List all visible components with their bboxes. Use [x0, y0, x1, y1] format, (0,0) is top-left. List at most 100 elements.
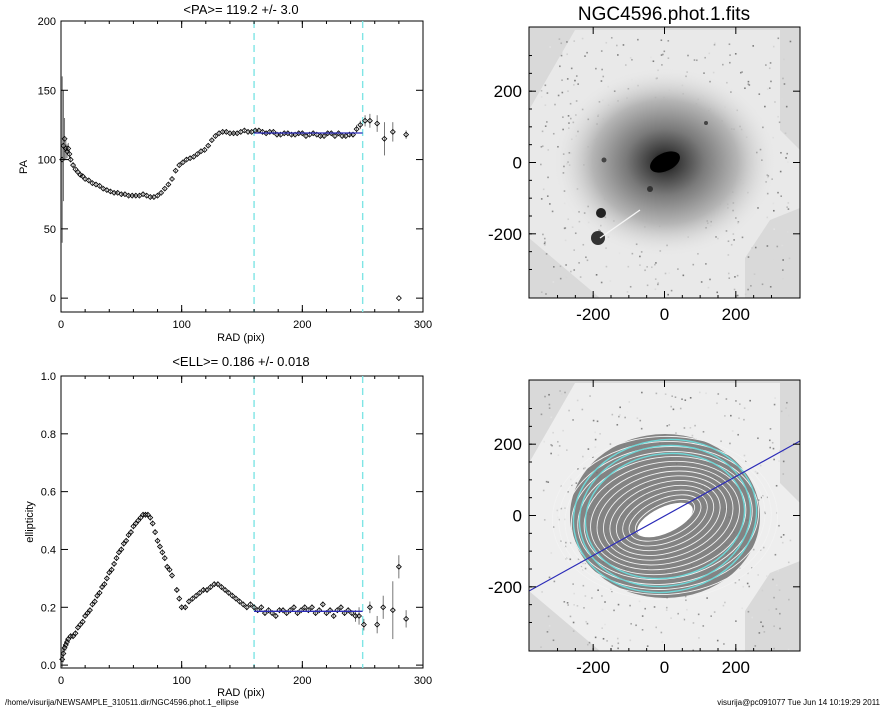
ellipticity-data-point	[356, 612, 363, 619]
pa-data-point	[381, 135, 388, 142]
pa-y-axis-label: PA	[18, 159, 30, 174]
ellipticity-data-point	[243, 604, 250, 611]
ellipticity-data-point	[319, 601, 326, 608]
ellipticity-data-point	[59, 656, 66, 663]
ellipticity-data-markers	[59, 376, 410, 668]
pa-data-point	[61, 135, 68, 142]
ellipticity-y-tick-label: 1.0	[41, 371, 56, 383]
isophote-contour	[551, 435, 779, 601]
pa-x-tick-label: 200	[293, 319, 311, 331]
ellipticity-data-point	[290, 604, 297, 611]
ellipticity-data-point	[147, 514, 154, 521]
ellipticity-data-point	[330, 612, 337, 619]
ellipticity-data-point	[61, 644, 68, 651]
contour-image-x-tick-label: 200	[722, 658, 750, 677]
pa-data-point	[208, 137, 215, 144]
ellipticity-data-point	[118, 546, 125, 553]
isophote-contour	[583, 460, 747, 576]
ellipticity-data-point	[309, 604, 315, 611]
isophote-contour	[564, 446, 766, 590]
galaxy-image-title: NGC4596.phot.1.fits	[578, 4, 750, 25]
ellipticity-data-point	[218, 584, 225, 591]
ellipticity-data-point	[380, 604, 387, 611]
pa-data-point	[165, 181, 172, 188]
pa-data-point	[158, 189, 165, 196]
galaxy-image-y-tick-label: 200	[494, 82, 522, 101]
pa-data-point	[85, 177, 92, 184]
ellipticity-data-point	[169, 572, 175, 579]
pa-data-point	[179, 159, 186, 166]
ellipticity-x-tick-label: 0	[58, 675, 64, 687]
pa-data-point	[169, 176, 175, 182]
galaxy-image-x-tick-label: 0	[660, 305, 669, 324]
galaxy-image-y-tick-label: 0	[513, 154, 522, 173]
ellipticity-data-point	[91, 598, 98, 605]
isophote-contour	[609, 480, 721, 556]
ellipticity-data-point	[189, 595, 196, 602]
user-timestamp-footer: visurija@pc091077 Tue Jun 14 10:19:29 20…	[717, 698, 880, 707]
ellipticity-data-point	[72, 630, 79, 637]
pa-plot: <PA>= 119.2 +/- 3.0 0 100 200 300 0 50 100 150 2…	[18, 2, 432, 344]
contour-image-y-tick-label: -200	[488, 578, 522, 597]
ellipticity-data-point	[60, 650, 67, 657]
ellipticity-data-point	[166, 566, 173, 573]
pa-data-point	[339, 133, 346, 139]
ellipticity-data-point	[182, 604, 189, 611]
pa-data-point	[125, 192, 132, 199]
pa-plot-frame	[60, 20, 424, 313]
ellipticity-data-point	[251, 604, 258, 611]
ellipticity-data-point	[337, 604, 344, 611]
ellipticity-data-point	[176, 595, 183, 602]
ellipticity-data-point	[159, 549, 166, 556]
ellipticity-data-point	[185, 598, 192, 605]
ellipticity-data-point	[64, 639, 70, 645]
pa-data-point	[403, 131, 410, 138]
pa-data-point	[77, 171, 84, 178]
ellipticity-data-point	[128, 529, 134, 536]
pa-plot-title: <PA>= 119.2 +/- 3.0	[183, 2, 298, 17]
pa-data-point	[321, 133, 328, 139]
ellipticity-x-tick-label: 200	[293, 675, 311, 687]
ellipticity-data-point	[366, 604, 373, 611]
ellipticity-y-tick-label: 0.4	[41, 544, 56, 556]
ellipticity-y-tick-label: 0.0	[41, 660, 56, 672]
isophote-contour	[577, 455, 753, 581]
pa-data-point	[172, 167, 179, 174]
pa-data-point	[353, 126, 360, 133]
contour-image-y-tick-label: 0	[513, 507, 522, 526]
ellipticity-data-point	[258, 604, 265, 611]
pa-data-markers	[59, 21, 410, 312]
ellipticity-data-point	[161, 555, 168, 562]
ellipticity-data-point	[233, 595, 239, 602]
pa-axes: 0 100 200 300 0 50 100 150 200	[38, 16, 433, 331]
pa-data-point	[366, 117, 373, 124]
pa-data-point	[201, 146, 208, 153]
pa-data-point	[331, 133, 338, 139]
ellipticity-y-tick-label: 0.6	[41, 487, 56, 499]
ellipticity-data-point	[301, 604, 308, 611]
ellipticity-data-point	[62, 641, 69, 648]
ellipticity-data-point	[113, 555, 120, 562]
galaxy-image-panel: NGC4596.phot.1.fits -200 0 200 -200 0 200	[488, 4, 801, 324]
pa-data-point	[111, 189, 118, 196]
pa-data-point	[230, 130, 237, 137]
file-path-footer: /home/visurija/NEWSAMPLE_310511.dir/NGC4…	[5, 698, 239, 707]
isophote-contour	[602, 475, 728, 561]
pa-data-point	[226, 130, 233, 137]
fitted-ellipse-contour	[584, 452, 746, 580]
ellipticity-data-point	[207, 584, 214, 591]
pa-data-point	[317, 133, 324, 139]
ellipticity-data-point	[123, 537, 130, 544]
ellipticity-y-axis-label: ellipticity	[24, 501, 36, 543]
pa-data-point	[118, 191, 125, 198]
ellipticity-data-point	[96, 589, 103, 596]
contour-image	[529, 380, 800, 651]
ellipticity-x-axis-label: RAD (pix)	[217, 687, 265, 699]
pa-data-point	[357, 121, 364, 128]
pa-data-point	[212, 133, 219, 139]
pa-x-tick-label: 300	[414, 319, 432, 331]
pa-data-point	[245, 128, 251, 135]
isophote-contour	[558, 441, 772, 595]
pa-data-point	[65, 145, 72, 152]
pa-y-tick-label: 50	[44, 224, 56, 236]
